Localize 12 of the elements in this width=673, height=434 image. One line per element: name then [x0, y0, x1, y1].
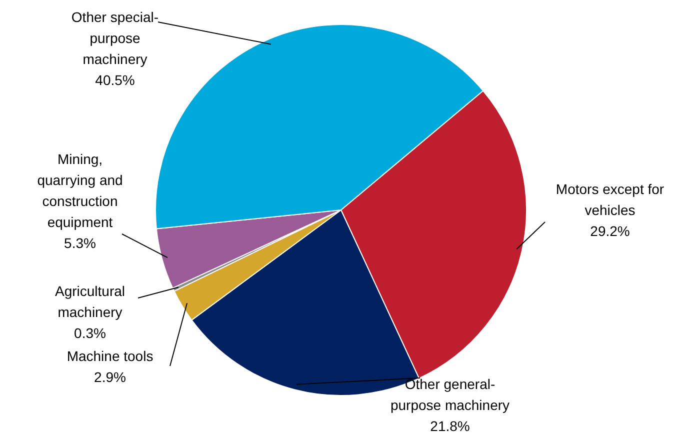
data-label: 5.3% [64, 234, 96, 251]
data-label: 21.8% [430, 418, 470, 434]
slice-label: Agricultural machinery [54, 282, 126, 320]
slice-label: Other general-purpose machinery [390, 376, 510, 413]
data-label: 0.3% [74, 324, 106, 341]
data-label: 40.5% [95, 72, 135, 88]
slice-label: Motors except for vehicles [556, 180, 664, 218]
data-label: 2.9% [94, 368, 126, 385]
slice-label: Machine tools [66, 348, 154, 364]
data-label: 29.2% [590, 222, 630, 239]
slice-label: Mining, quarrying and construction equipment [37, 150, 123, 230]
slice-label: Other special-purpose machinery [71, 8, 159, 67]
